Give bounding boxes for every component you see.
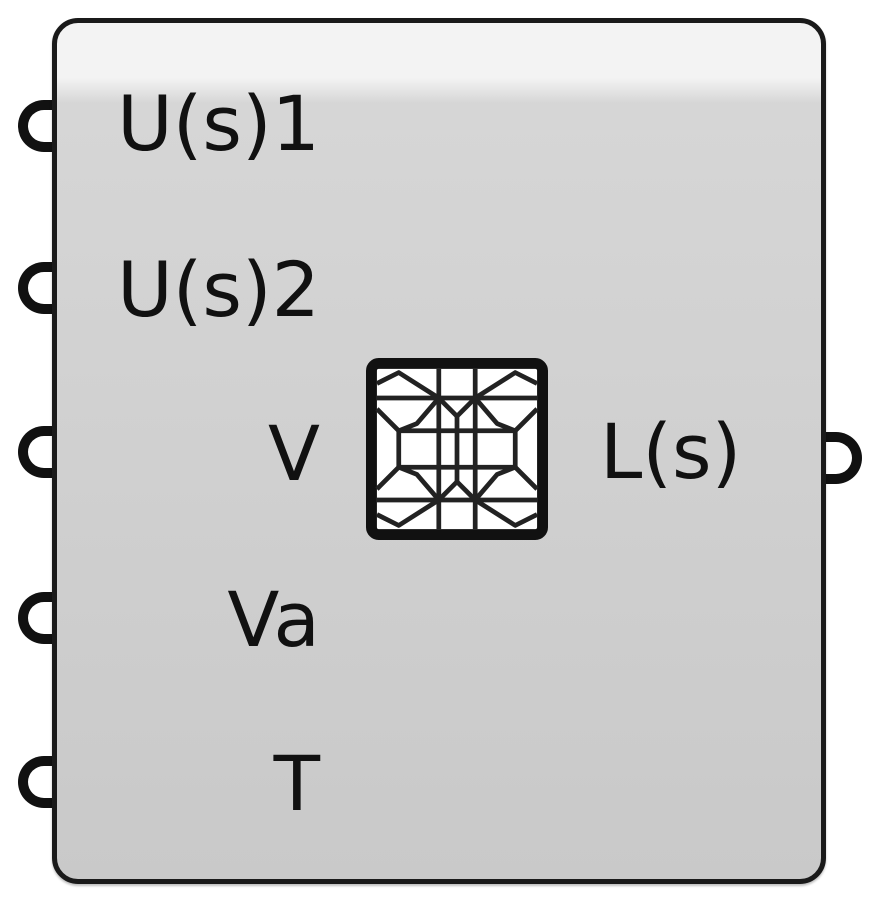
input-label-t: T: [273, 739, 320, 828]
input-label-u-s-1: U(s)1: [117, 79, 320, 168]
input-label-va: Va: [227, 575, 320, 664]
output-grip-1[interactable]: [826, 432, 862, 484]
input-grip-3[interactable]: [18, 426, 54, 478]
input-label-v: V: [268, 409, 320, 498]
input-grip-1[interactable]: [18, 100, 54, 152]
input-grip-4[interactable]: [18, 592, 54, 644]
input-grip-2[interactable]: [18, 262, 54, 314]
input-label-u-s-2: U(s)2: [117, 245, 320, 334]
output-label-l-s: L(s): [600, 407, 742, 496]
input-grip-5[interactable]: [18, 756, 54, 808]
lattice-pattern-icon: [366, 358, 548, 540]
